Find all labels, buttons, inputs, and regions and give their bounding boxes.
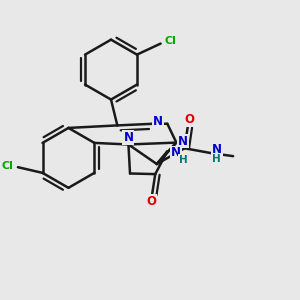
Text: N: N (123, 131, 134, 144)
Text: Cl: Cl (2, 160, 14, 171)
Text: H: H (212, 154, 221, 164)
Text: N: N (178, 134, 188, 148)
Text: H: H (178, 155, 188, 165)
Text: Cl: Cl (164, 36, 176, 46)
Text: O: O (184, 113, 194, 126)
Text: O: O (146, 195, 157, 208)
Text: N: N (171, 146, 181, 160)
Text: N: N (212, 143, 222, 156)
Text: N: N (153, 115, 163, 128)
